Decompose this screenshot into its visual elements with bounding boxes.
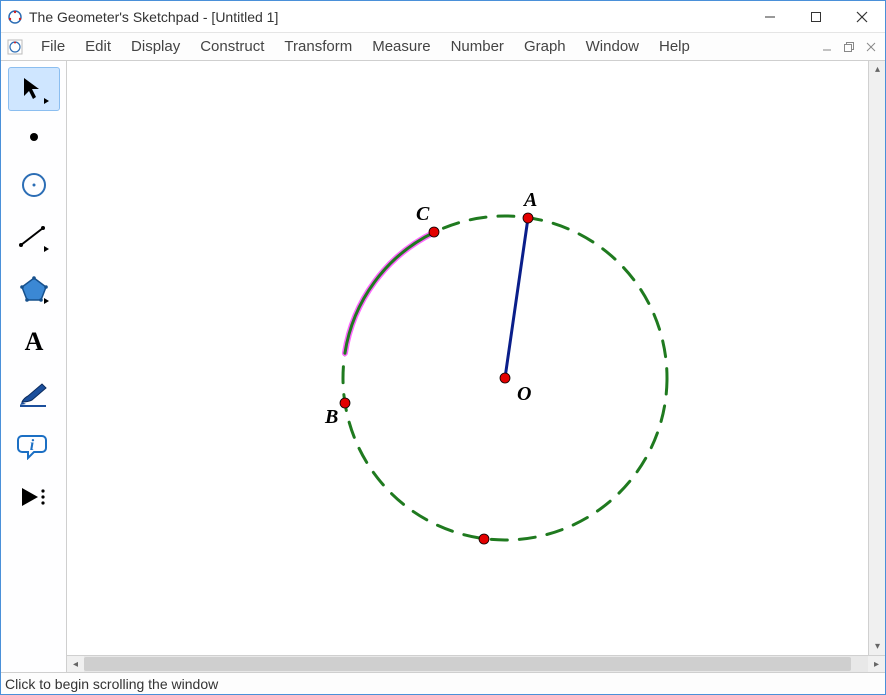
custom-tool[interactable] [8,475,60,519]
menu-number[interactable]: Number [441,38,514,55]
label-c[interactable]: C [416,203,430,225]
text-tool[interactable]: A [8,319,60,363]
maximize-button[interactable] [793,1,839,32]
point-o[interactable] [500,373,510,383]
close-button[interactable] [839,1,885,32]
marker-tool[interactable] [8,371,60,415]
window-controls [747,1,885,32]
menubar: File Edit Display Construct Transform Me… [1,33,885,61]
hscroll-track[interactable] [84,656,868,672]
menu-measure[interactable]: Measure [362,38,440,55]
scroll-up-icon[interactable]: ▴ [869,61,885,78]
point-a[interactable] [523,213,533,223]
label-o[interactable]: O [517,383,531,405]
app-icon [7,9,23,25]
menu-file[interactable]: File [31,38,75,55]
doc-icon [7,39,23,55]
menu-help[interactable]: Help [649,38,700,55]
polygon-tool[interactable] [8,267,60,311]
statusbar: Click to begin scrolling the window [1,672,885,694]
label-b[interactable]: B [324,406,338,428]
canvas[interactable]: O A B C ▴ ▾ [67,61,885,655]
menu-graph[interactable]: Graph [514,38,576,55]
scroll-down-icon[interactable]: ▾ [869,638,885,655]
mdi-close-button[interactable] [863,39,879,55]
mdi-restore-button[interactable] [841,39,857,55]
point-tool[interactable] [8,119,60,155]
horizontal-scrollbar[interactable]: ◂ ▸ [67,655,885,672]
label-a[interactable]: A [522,189,537,211]
info-tool[interactable]: i [8,423,60,467]
menu-construct[interactable]: Construct [190,38,274,55]
vertical-scrollbar[interactable]: ▴ ▾ [868,61,885,655]
scroll-left-icon[interactable]: ◂ [67,656,84,672]
hscroll-thumb[interactable] [84,657,851,671]
workarea: A i O A B C ▴ ▾ [1,61,885,672]
minimize-button[interactable] [747,1,793,32]
svg-text:A: A [24,327,43,356]
mdi-controls [819,39,885,55]
scroll-right-icon[interactable]: ▸ [868,656,885,672]
titlebar: The Geometer's Sketchpad - [Untitled 1] [1,1,885,33]
compass-tool[interactable] [8,163,60,207]
status-text: Click to begin scrolling the window [5,676,218,692]
mdi-minimize-button[interactable] [819,39,835,55]
straightedge-tool[interactable] [8,215,60,259]
segment-oa[interactable] [505,218,528,378]
menu-display[interactable]: Display [121,38,190,55]
window-title: The Geometer's Sketchpad - [Untitled 1] [29,9,747,25]
arc-bc-selection [345,232,434,353]
point-b[interactable] [340,398,350,408]
sketch-svg: O A B C [67,61,867,647]
arrow-tool[interactable] [8,67,60,111]
svg-text:i: i [29,437,34,454]
toolbox: A i [1,61,67,672]
point-c[interactable] [429,227,439,237]
canvas-wrap: O A B C ▴ ▾ ◂ ▸ [67,61,885,672]
point-bottom[interactable] [479,534,489,544]
arc-bc[interactable] [345,232,434,353]
menu-edit[interactable]: Edit [75,38,121,55]
menu-window[interactable]: Window [576,38,649,55]
menu-transform[interactable]: Transform [274,38,362,55]
